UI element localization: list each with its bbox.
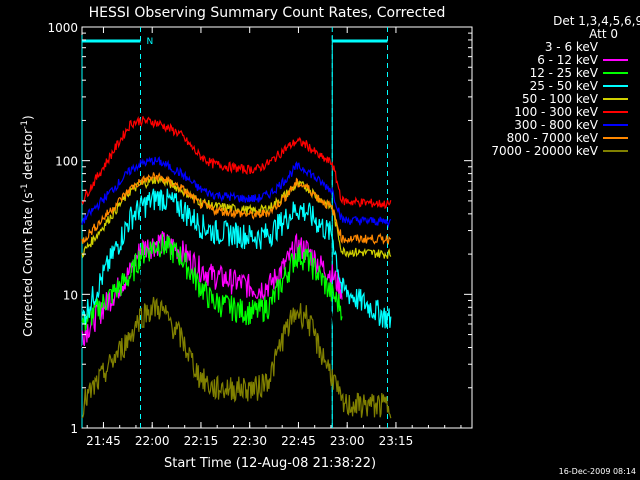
y-axis-label-mid: detector	[21, 129, 35, 184]
y-axis-label-sup-1: -1	[20, 183, 30, 192]
x-tick-label: 21:45	[86, 434, 121, 448]
legend-label: 25 - 50 keV	[530, 79, 599, 93]
y-tick-label: 1000	[47, 21, 78, 35]
legend-label: 3 - 6 keV	[545, 40, 599, 54]
y-axis-label: Corrected Count Rate (s-1 detector-1)	[20, 115, 35, 336]
legend-label: 50 - 100 keV	[522, 92, 599, 106]
x-tick-label: 22:45	[281, 434, 316, 448]
legend-label: 6 - 12 keV	[537, 53, 599, 67]
x-tick-label: 22:15	[184, 434, 219, 448]
y-axis-label-end: )	[21, 115, 35, 120]
series-line	[81, 188, 392, 329]
x-tick-label: 22:30	[232, 434, 267, 448]
series-line	[81, 296, 392, 419]
series-line	[81, 115, 392, 210]
y-tick-label: 1	[70, 422, 78, 436]
y-tick-label: 100	[55, 155, 78, 169]
timestamp: 16-Dec-2009 08:14	[559, 467, 636, 476]
x-tick-label: 23:00	[330, 434, 365, 448]
y-tick-label: 10	[63, 288, 78, 302]
series-line	[81, 231, 343, 347]
x-tick-label: 22:00	[135, 434, 170, 448]
legend-label: 100 - 300 keV	[514, 105, 598, 119]
series-line	[81, 234, 343, 332]
night-layer: N	[81, 27, 388, 428]
night-label: N	[147, 37, 154, 47]
series-line	[81, 156, 392, 229]
y-axis-label-main: Corrected Count Rate (s	[21, 192, 35, 336]
y-axis-label-sup-2: -1	[20, 120, 30, 129]
series-line	[81, 249, 343, 361]
legend-subtitle: Att 0	[589, 27, 618, 41]
axis-layer: 21:45 22:00 22:15 22:30 22:45 23:00 23:15 1 10 10…	[47, 21, 472, 448]
legend-label: 300 - 800 keV	[514, 118, 598, 132]
legend-label: 12 - 25 keV	[530, 66, 599, 80]
chart-title: HESSI Observing Summary Count Rates, Cor…	[89, 5, 446, 21]
legend-label: 800 - 7000 keV	[507, 131, 599, 145]
legend-title: Det 1,3,4,5,6,9,	[553, 14, 640, 28]
series-layer	[81, 115, 392, 419]
x-axis-label: Start Time (12-Aug-08 21:38:22)	[164, 456, 376, 471]
series-line	[81, 172, 392, 245]
x-tick-label: 23:15	[379, 434, 414, 448]
legend-label: 7000 - 20000 keV	[491, 144, 598, 158]
